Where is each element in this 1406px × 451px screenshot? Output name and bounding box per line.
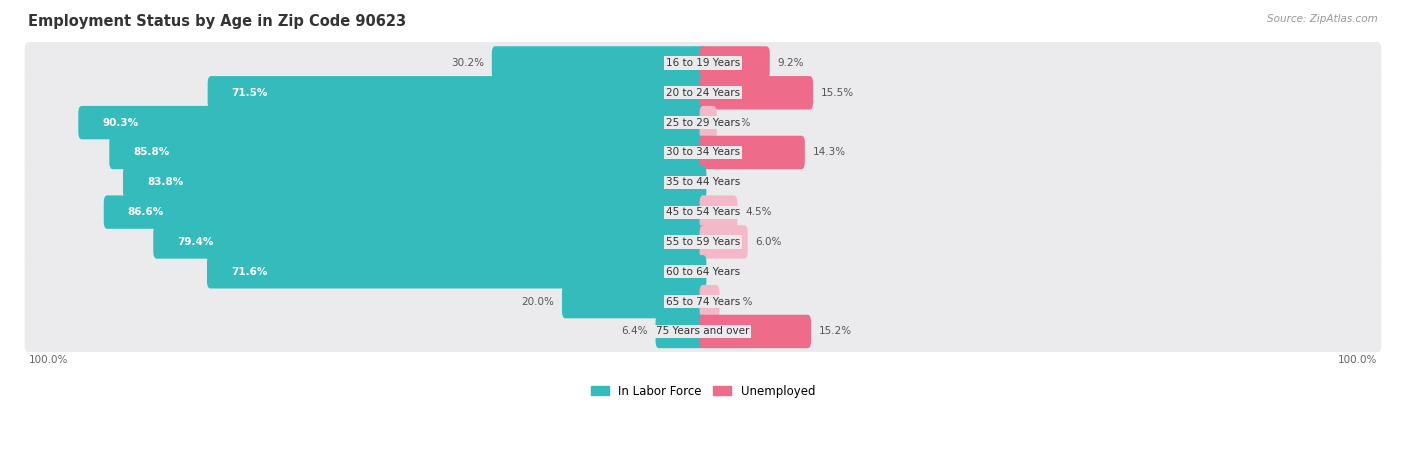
FancyBboxPatch shape <box>700 315 811 348</box>
Text: 15.5%: 15.5% <box>821 88 853 98</box>
Text: 60 to 64 Years: 60 to 64 Years <box>666 267 740 277</box>
FancyBboxPatch shape <box>110 136 706 169</box>
Text: 30 to 34 Years: 30 to 34 Years <box>666 147 740 157</box>
FancyBboxPatch shape <box>700 136 804 169</box>
FancyBboxPatch shape <box>104 195 706 229</box>
Text: 71.6%: 71.6% <box>231 267 267 277</box>
FancyBboxPatch shape <box>25 161 1381 203</box>
Text: 71.5%: 71.5% <box>232 88 269 98</box>
Text: 20.0%: 20.0% <box>522 297 554 307</box>
FancyBboxPatch shape <box>700 76 813 110</box>
FancyBboxPatch shape <box>122 166 706 199</box>
FancyBboxPatch shape <box>700 106 717 139</box>
Text: 45 to 54 Years: 45 to 54 Years <box>666 207 740 217</box>
Text: 16 to 19 Years: 16 to 19 Years <box>666 58 740 68</box>
Text: Employment Status by Age in Zip Code 90623: Employment Status by Age in Zip Code 906… <box>28 14 406 28</box>
FancyBboxPatch shape <box>25 221 1381 263</box>
Text: 0.0%: 0.0% <box>714 267 740 277</box>
Text: 15.2%: 15.2% <box>818 327 852 336</box>
FancyBboxPatch shape <box>25 101 1381 144</box>
Text: 75 Years and over: 75 Years and over <box>657 327 749 336</box>
Text: 4.5%: 4.5% <box>745 207 772 217</box>
FancyBboxPatch shape <box>25 281 1381 323</box>
FancyBboxPatch shape <box>562 285 706 318</box>
Text: 0.0%: 0.0% <box>714 177 740 187</box>
Text: 9.2%: 9.2% <box>778 58 804 68</box>
FancyBboxPatch shape <box>25 72 1381 114</box>
FancyBboxPatch shape <box>25 42 1381 84</box>
FancyBboxPatch shape <box>25 131 1381 174</box>
Text: 79.4%: 79.4% <box>177 237 214 247</box>
Text: 100.0%: 100.0% <box>28 355 67 365</box>
Text: 86.6%: 86.6% <box>128 207 165 217</box>
Text: 6.0%: 6.0% <box>755 237 782 247</box>
FancyBboxPatch shape <box>492 46 706 80</box>
Text: 6.4%: 6.4% <box>621 327 648 336</box>
Text: 100.0%: 100.0% <box>1339 355 1378 365</box>
Text: 85.8%: 85.8% <box>134 147 170 157</box>
FancyBboxPatch shape <box>700 225 748 259</box>
FancyBboxPatch shape <box>655 315 706 348</box>
Text: 65 to 74 Years: 65 to 74 Years <box>666 297 740 307</box>
FancyBboxPatch shape <box>700 285 720 318</box>
Text: 30.2%: 30.2% <box>451 58 484 68</box>
Legend: In Labor Force, Unemployed: In Labor Force, Unemployed <box>586 380 820 402</box>
Text: 35 to 44 Years: 35 to 44 Years <box>666 177 740 187</box>
FancyBboxPatch shape <box>207 255 706 289</box>
FancyBboxPatch shape <box>25 310 1381 353</box>
Text: 90.3%: 90.3% <box>103 118 139 128</box>
FancyBboxPatch shape <box>79 106 706 139</box>
FancyBboxPatch shape <box>700 195 737 229</box>
Text: 25 to 29 Years: 25 to 29 Years <box>666 118 740 128</box>
Text: 83.8%: 83.8% <box>148 177 183 187</box>
Text: 14.3%: 14.3% <box>813 147 845 157</box>
Text: 55 to 59 Years: 55 to 59 Years <box>666 237 740 247</box>
FancyBboxPatch shape <box>25 251 1381 293</box>
Text: 20 to 24 Years: 20 to 24 Years <box>666 88 740 98</box>
FancyBboxPatch shape <box>153 225 706 259</box>
Text: Source: ZipAtlas.com: Source: ZipAtlas.com <box>1267 14 1378 23</box>
FancyBboxPatch shape <box>700 46 769 80</box>
FancyBboxPatch shape <box>25 191 1381 233</box>
FancyBboxPatch shape <box>208 76 706 110</box>
Text: 1.5%: 1.5% <box>724 118 751 128</box>
Text: 1.9%: 1.9% <box>727 297 754 307</box>
